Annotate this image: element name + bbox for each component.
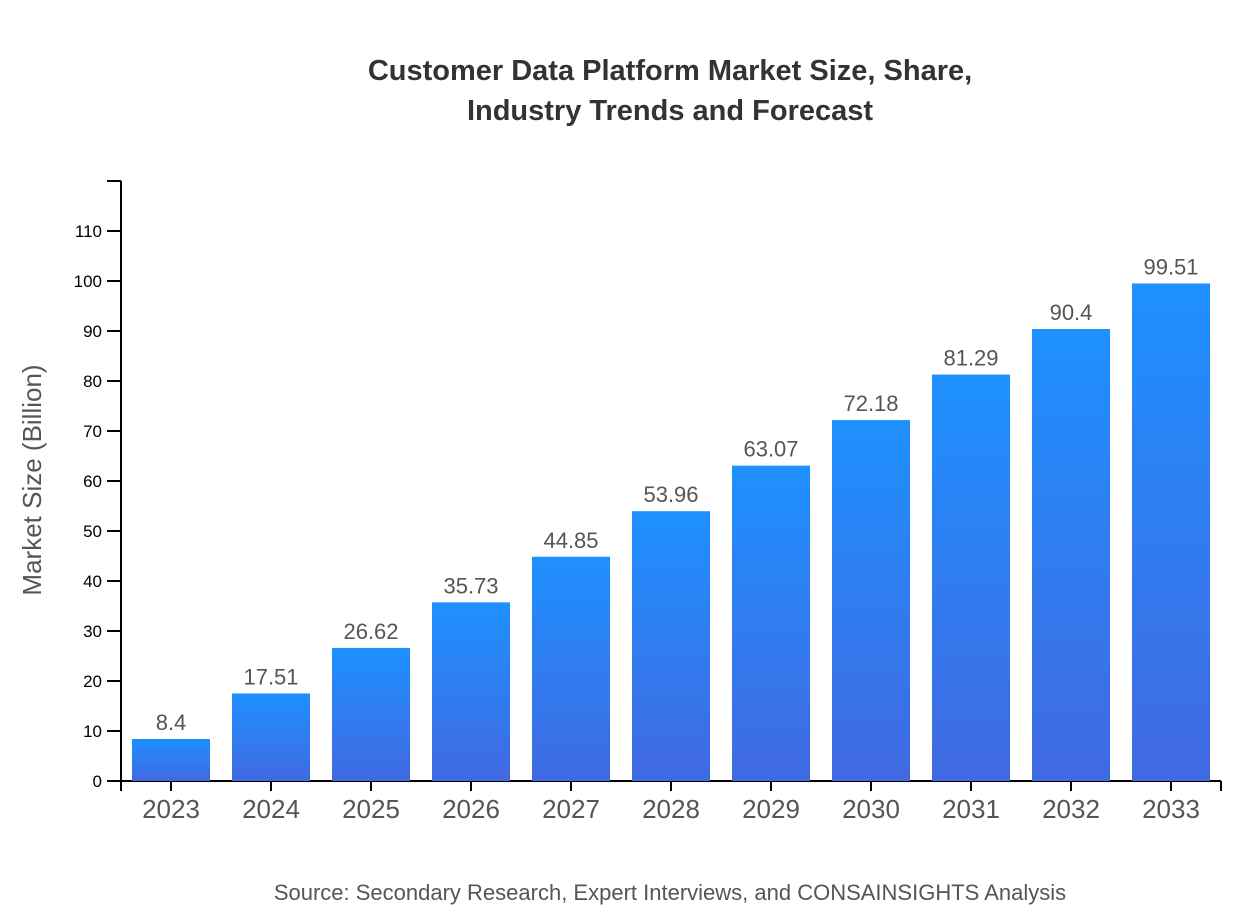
- bar-2031: [932, 374, 1010, 781]
- y-tick-label: 10: [83, 722, 102, 741]
- bar-2023: [132, 739, 210, 781]
- x-tick-label: 2028: [642, 794, 700, 824]
- x-tick-label: 2026: [442, 794, 500, 824]
- x-tick-label: 2030: [842, 794, 900, 824]
- y-tick-label: 80: [83, 372, 102, 391]
- y-axis-label: Market Size (Billion): [17, 364, 47, 595]
- bar-2027: [532, 556, 610, 781]
- y-tick-label: 0: [93, 772, 102, 791]
- data-label-2023: 8.4: [156, 710, 187, 735]
- chart-title-line-2: Industry Trends and Forecast: [467, 95, 873, 127]
- x-tick-label: 2033: [1142, 794, 1200, 824]
- data-label-2029: 63.07: [743, 437, 798, 462]
- data-label-2032: 90.4: [1050, 300, 1093, 325]
- bar-2028: [632, 511, 710, 781]
- x-tick-label: 2032: [1042, 794, 1100, 824]
- data-label-2027: 44.85: [543, 528, 598, 553]
- x-tick-label: 2031: [942, 794, 1000, 824]
- data-label-2025: 26.62: [343, 619, 398, 644]
- y-tick-label: 30: [83, 622, 102, 641]
- bar-2030: [832, 420, 910, 781]
- bar-2024: [232, 693, 310, 781]
- x-tick-label: 2027: [542, 794, 600, 824]
- bar-2033: [1132, 283, 1210, 781]
- chart-title-line-1: Customer Data Platform Market Size, Shar…: [368, 55, 972, 87]
- bar-2029: [732, 465, 810, 781]
- data-label-2026: 35.73: [443, 573, 498, 598]
- x-tick-label: 2024: [242, 794, 300, 824]
- bar-2026: [432, 602, 510, 781]
- x-tick-label: 2029: [742, 794, 800, 824]
- y-tick-label: 110: [75, 222, 102, 241]
- y-tick-label: 20: [83, 672, 102, 691]
- y-tick-label: 60: [83, 472, 102, 491]
- data-label-2028: 53.96: [643, 482, 698, 507]
- bar-2025: [332, 647, 410, 781]
- data-label-2033: 99.51: [1143, 254, 1198, 279]
- x-tick-label: 2023: [142, 794, 200, 824]
- x-tick-label: 2025: [342, 794, 400, 824]
- y-tick-label: 40: [83, 572, 102, 591]
- bar-2032: [1032, 329, 1110, 781]
- y-tick-label: 70: [83, 422, 102, 441]
- y-tick-label: 100: [74, 272, 102, 291]
- y-tick-label: 90: [83, 322, 102, 341]
- data-label-2024: 17.51: [243, 664, 298, 689]
- source-note: Source: Secondary Research, Expert Inter…: [274, 880, 1066, 905]
- data-label-2031: 81.29: [943, 346, 998, 371]
- y-tick-label: 50: [83, 522, 102, 541]
- data-label-2030: 72.18: [843, 391, 898, 416]
